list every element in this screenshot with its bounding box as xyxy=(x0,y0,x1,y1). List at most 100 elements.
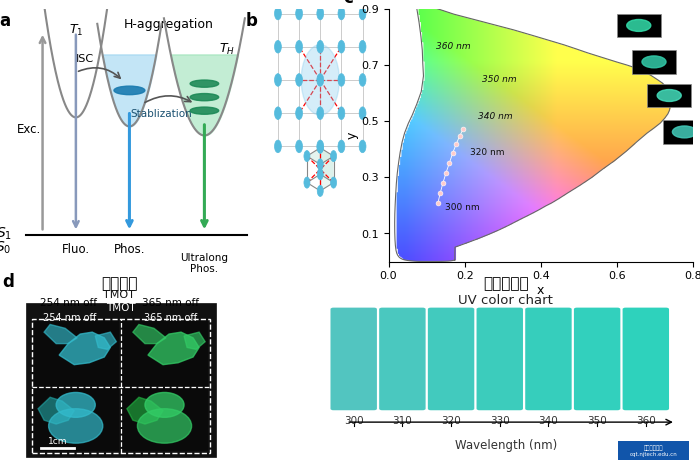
Text: 254 nm off: 254 nm off xyxy=(43,313,97,323)
Circle shape xyxy=(317,185,323,197)
Text: c: c xyxy=(343,0,353,7)
Circle shape xyxy=(295,140,302,153)
Text: $S_1$: $S_1$ xyxy=(0,225,12,241)
Bar xyxy=(617,14,661,37)
Circle shape xyxy=(359,41,366,53)
Circle shape xyxy=(359,7,366,20)
Circle shape xyxy=(304,177,310,188)
Ellipse shape xyxy=(626,20,651,31)
Y-axis label: y: y xyxy=(345,132,358,139)
Text: 340: 340 xyxy=(538,417,559,426)
Bar xyxy=(662,120,700,144)
Polygon shape xyxy=(95,332,116,349)
Bar xyxy=(122,321,208,386)
Circle shape xyxy=(317,159,323,170)
Text: 310: 310 xyxy=(393,417,412,426)
Circle shape xyxy=(295,107,302,120)
Circle shape xyxy=(274,140,281,153)
Circle shape xyxy=(304,150,310,162)
Circle shape xyxy=(338,107,345,120)
Text: 330: 330 xyxy=(490,417,510,426)
Polygon shape xyxy=(148,332,199,365)
X-axis label: x: x xyxy=(537,284,545,297)
Text: Fluo.: Fluo. xyxy=(62,242,90,255)
Bar xyxy=(122,388,208,451)
FancyBboxPatch shape xyxy=(477,308,523,410)
Circle shape xyxy=(317,142,323,153)
Circle shape xyxy=(338,7,345,20)
Circle shape xyxy=(359,107,366,120)
Text: TMOT: TMOT xyxy=(104,290,135,300)
Ellipse shape xyxy=(114,86,145,95)
Ellipse shape xyxy=(642,56,666,68)
Ellipse shape xyxy=(190,107,218,114)
Ellipse shape xyxy=(673,126,696,138)
Circle shape xyxy=(338,140,345,153)
Text: b: b xyxy=(245,12,257,30)
Polygon shape xyxy=(184,332,205,349)
Circle shape xyxy=(145,392,184,417)
Circle shape xyxy=(330,177,337,188)
Text: H-aggregation: H-aggregation xyxy=(124,18,214,31)
Circle shape xyxy=(295,7,302,20)
Bar xyxy=(618,441,690,460)
Text: UV color chart: UV color chart xyxy=(458,294,553,307)
Text: 350 nm: 350 nm xyxy=(482,75,517,84)
Circle shape xyxy=(359,140,366,153)
Text: 350: 350 xyxy=(587,417,607,426)
Polygon shape xyxy=(44,325,77,344)
Bar xyxy=(632,50,676,74)
FancyBboxPatch shape xyxy=(525,308,572,410)
Text: 知乎新闻中心
cqt.njtech.edu.cn: 知乎新闻中心 cqt.njtech.edu.cn xyxy=(630,445,678,457)
Text: $T_H$: $T_H$ xyxy=(218,42,235,57)
Polygon shape xyxy=(127,397,163,424)
Text: a: a xyxy=(0,12,10,30)
Ellipse shape xyxy=(657,90,681,101)
Circle shape xyxy=(359,74,366,86)
Text: ISC: ISC xyxy=(76,54,94,64)
Text: TMOT: TMOT xyxy=(106,304,136,313)
Circle shape xyxy=(317,169,323,180)
Bar xyxy=(648,84,691,107)
Circle shape xyxy=(274,74,281,86)
Text: $T_1$: $T_1$ xyxy=(69,23,83,38)
FancyBboxPatch shape xyxy=(428,308,475,410)
Text: 多彩显示: 多彩显示 xyxy=(101,276,138,291)
Bar xyxy=(34,388,119,451)
Text: $S_0$: $S_0$ xyxy=(0,240,12,256)
Polygon shape xyxy=(133,325,166,344)
Text: 340 nm: 340 nm xyxy=(478,112,512,120)
Circle shape xyxy=(317,107,323,120)
Circle shape xyxy=(301,45,340,115)
Circle shape xyxy=(330,150,337,162)
Text: Stablization: Stablization xyxy=(131,109,193,120)
Circle shape xyxy=(137,409,192,443)
Ellipse shape xyxy=(190,80,218,87)
Text: Ultralong
Phos.: Ultralong Phos. xyxy=(181,253,228,274)
Text: 365 nm off: 365 nm off xyxy=(142,297,199,308)
Circle shape xyxy=(56,392,95,417)
Circle shape xyxy=(295,41,302,53)
Text: 360 nm: 360 nm xyxy=(436,42,470,50)
Text: 1cm: 1cm xyxy=(48,437,67,446)
Text: Phos.: Phos. xyxy=(113,242,145,255)
Text: 360: 360 xyxy=(636,417,656,426)
Polygon shape xyxy=(321,148,334,183)
Circle shape xyxy=(317,41,323,53)
Bar xyxy=(32,318,209,453)
FancyBboxPatch shape xyxy=(574,308,620,410)
Circle shape xyxy=(317,140,323,153)
FancyBboxPatch shape xyxy=(622,308,669,410)
Text: d: d xyxy=(2,273,14,291)
Text: Wavelength (nm): Wavelength (nm) xyxy=(454,439,557,453)
Circle shape xyxy=(274,41,281,53)
FancyBboxPatch shape xyxy=(330,308,377,410)
Ellipse shape xyxy=(190,93,218,101)
Text: 紫外光检测: 紫外光检测 xyxy=(483,276,528,291)
Text: Exc.: Exc. xyxy=(18,123,41,136)
Polygon shape xyxy=(59,332,111,365)
Circle shape xyxy=(338,41,345,53)
Text: 254 nm off: 254 nm off xyxy=(40,297,97,308)
Circle shape xyxy=(317,74,323,86)
Text: 300 nm: 300 nm xyxy=(445,203,480,212)
